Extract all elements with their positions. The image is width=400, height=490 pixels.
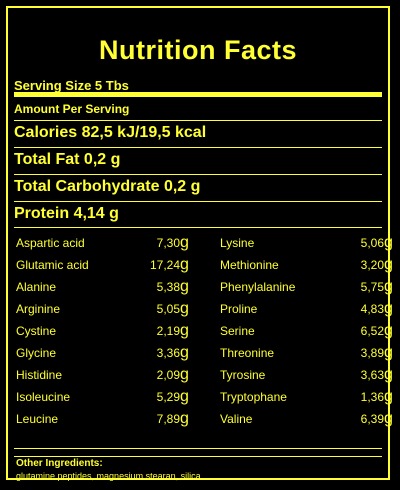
other-ingredients-list: glutamine peptides, magnesium stearan, s… (16, 471, 201, 481)
amino-acid-unit: g (180, 278, 189, 295)
amino-acid-unit: g (384, 322, 393, 339)
amino-acid-row: Leucine 7,89 g (16, 408, 189, 430)
amino-acid-value: 5,29 (156, 390, 180, 404)
serving-size: Serving Size 5 Tbs (14, 78, 129, 93)
amino-acid-row: Tryptophane 1,36 g (220, 386, 393, 408)
serving-divider (14, 92, 382, 97)
amino-acid-name: Tyrosine (220, 368, 266, 382)
amino-acid-value: 3,20 (360, 258, 384, 272)
total-fat-row: Total Fat 0,2 g (14, 147, 382, 174)
amino-acid-table: Aspartic acid 7,30 g Glutamic acid 17,24 g A… (14, 232, 393, 442)
other-ingredients-heading: Other Ingredients: (16, 458, 103, 469)
amino-acid-name: Leucine (16, 412, 59, 426)
amino-acid-name: Methionine (220, 258, 279, 272)
amino-acid-unit: g (384, 366, 393, 383)
amino-acid-row: Serine 6,52 g (220, 320, 393, 342)
amino-acid-value: 3,36 (156, 346, 180, 360)
bottom-divider (14, 456, 382, 457)
amino-acid-unit: g (384, 256, 393, 273)
amino-acid-row: Threonine 3,89 g (220, 342, 393, 364)
amino-acid-value: 4,83 (360, 302, 384, 316)
amino-acid-row: Glycine 3,36 g (16, 342, 189, 364)
amino-acid-row: Methionine 3,20 g (220, 254, 393, 276)
amino-acid-unit: g (384, 410, 393, 427)
amino-acid-unit: g (180, 256, 189, 273)
amino-acid-value: 7,30 (156, 236, 180, 250)
amino-acid-name: Arginine (16, 302, 61, 316)
amino-acid-value: 1,36 (360, 390, 384, 404)
amino-acid-unit: g (180, 322, 189, 339)
amino-acid-unit: g (384, 300, 393, 317)
amino-acid-unit: g (384, 344, 393, 361)
amino-acid-value: 5,75 (360, 280, 384, 294)
amino-acid-name: Lysine (220, 236, 255, 250)
amino-acid-name: Cystine (16, 324, 57, 338)
amino-acid-unit: g (384, 388, 393, 405)
amino-acid-name: Tryptophane (220, 390, 287, 404)
page-title: Nutrition Facts (98, 35, 297, 65)
amino-acid-unit: g (180, 410, 189, 427)
amino-acid-name: Serine (220, 324, 255, 338)
amino-acid-name: Proline (220, 302, 258, 316)
amino-acid-name: Phenylalanine (220, 280, 296, 294)
amino-acid-name: Histidine (16, 368, 63, 382)
amino-acid-row: Aspartic acid 7,30 g (16, 232, 189, 254)
amino-acid-unit: g (180, 344, 189, 361)
amino-acid-name: Isoleucine (16, 390, 71, 404)
amino-acid-row: Histidine 2,09 g (16, 364, 189, 386)
amino-acid-name: Glutamic acid (16, 258, 89, 272)
amino-acid-name: Glycine (16, 346, 57, 360)
amino-acid-value: 3,63 (360, 368, 384, 382)
protein-row: Protein 4,14 g (14, 201, 382, 228)
amount-per-serving: Amount Per Serving (14, 102, 130, 116)
amino-acid-unit: g (180, 300, 189, 317)
amino-acid-unit: g (384, 278, 393, 295)
amino-acid-row: Valine 6,39 g (220, 408, 393, 430)
amino-acid-row: Alanine 5,38 g (16, 276, 189, 298)
amino-acid-unit: g (180, 388, 189, 405)
amino-acid-value: 6,39 (360, 412, 384, 426)
nutrition-facts-panel: Nutrition Facts Serving Size 5 Tbs Amoun… (6, 6, 393, 481)
amino-acid-row: Isoleucine 5,29 g (16, 386, 189, 408)
amino-acid-unit: g (384, 234, 393, 251)
amino-acid-value: 17,24 (149, 258, 180, 272)
amino-acid-row: Tyrosine 3,63 g (220, 364, 393, 386)
bottom-divider (14, 448, 382, 449)
amino-acid-unit: g (180, 234, 189, 251)
amino-acid-value: 2,19 (156, 324, 180, 338)
amino-acid-value: 2,09 (156, 368, 180, 382)
amino-acid-value: 3,89 (360, 346, 384, 360)
amino-acid-value: 5,38 (156, 280, 180, 294)
amino-acid-name: Threonine (220, 346, 275, 360)
amino-acid-unit: g (180, 366, 189, 383)
amino-acid-name: Alanine (16, 280, 57, 294)
amino-acid-row: Glutamic acid 17,24 g (16, 254, 189, 276)
amino-acid-row: Lysine 5,06 g (220, 232, 393, 254)
amino-acid-name: Valine (220, 412, 253, 426)
amino-acid-column-left: Aspartic acid 7,30 g Glutamic acid 17,24 g A… (16, 232, 189, 430)
amino-acid-column-right: Lysine 5,06 g Methionine 3,20 g Phenylalanin… (220, 232, 393, 430)
calories-row: Calories 82,5 kJ/19,5 kcal (14, 120, 382, 147)
amino-acid-value: 5,06 (360, 236, 384, 250)
amino-acid-row: Arginine 5,05 g (16, 298, 189, 320)
amino-acid-row: Cystine 2,19 g (16, 320, 189, 342)
amino-acid-value: 5,05 (156, 302, 180, 316)
total-carbohydrate-row: Total Carbohydrate 0,2 g (14, 174, 382, 201)
amino-acid-row: Phenylalanine 5,75 g (220, 276, 393, 298)
amino-acid-value: 7,89 (156, 412, 180, 426)
amino-acid-row: Proline 4,83 g (220, 298, 393, 320)
amino-acid-value: 6,52 (360, 324, 384, 338)
amino-acid-name: Aspartic acid (16, 236, 85, 250)
